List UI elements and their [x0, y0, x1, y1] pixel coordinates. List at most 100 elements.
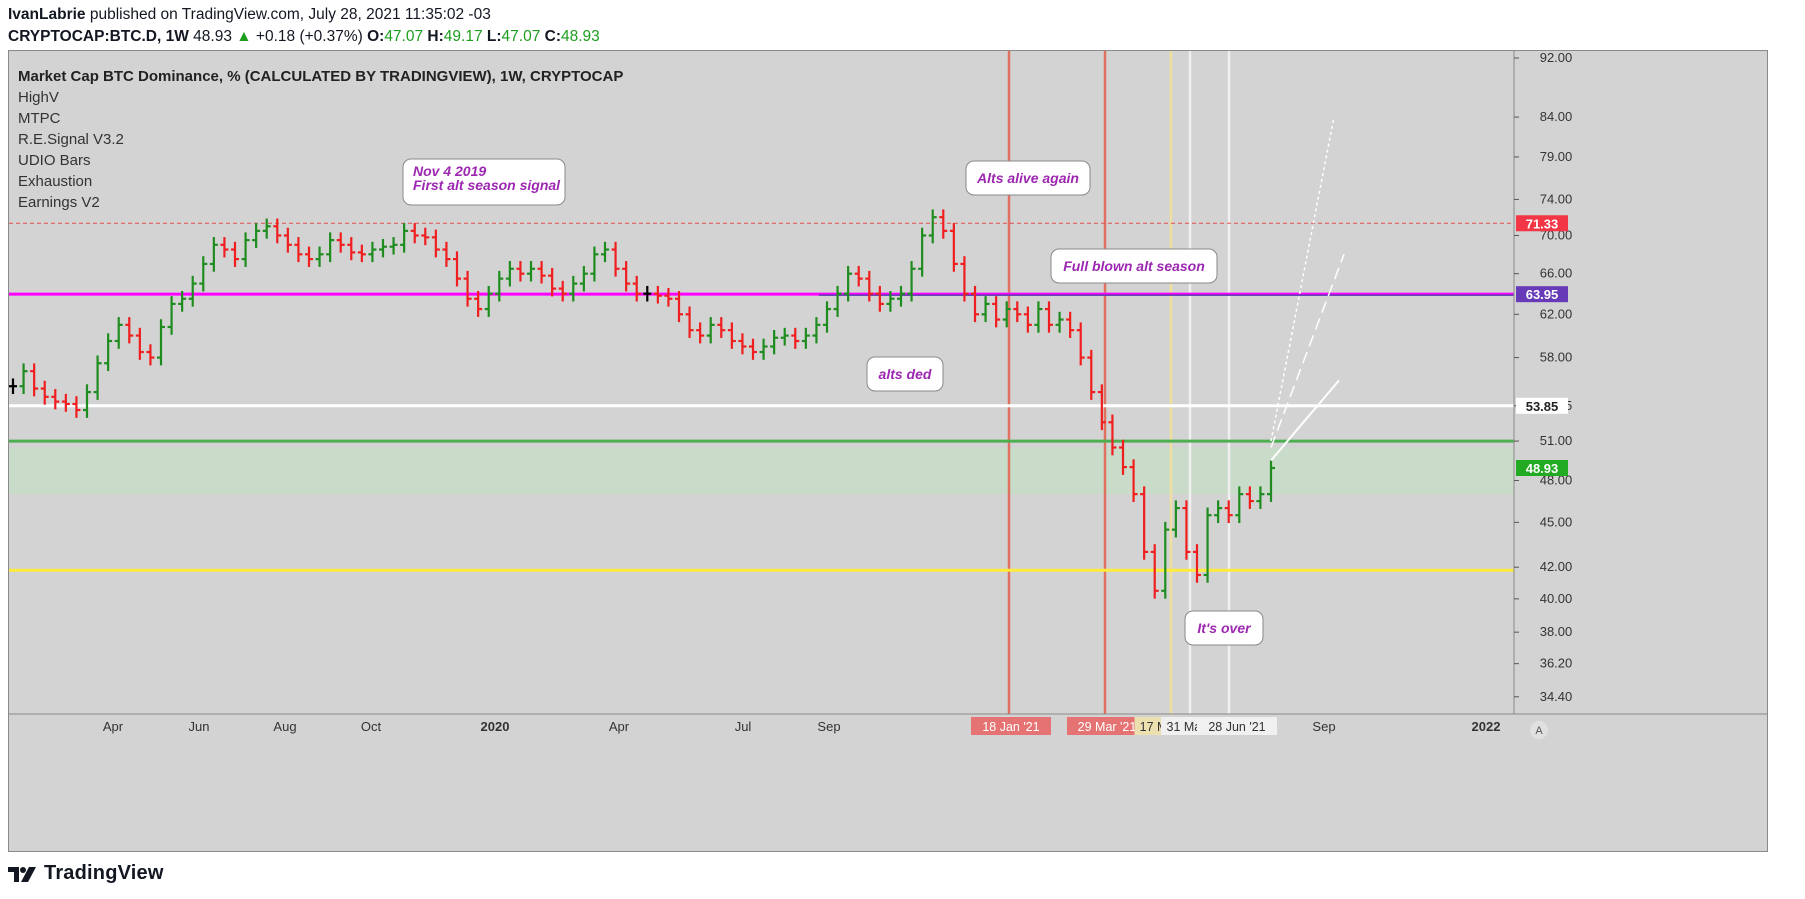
price-tag-bg [1516, 215, 1568, 232]
y-tick-label: 38.00 [1540, 624, 1573, 639]
ohlc-bar [453, 251, 461, 287]
ohlc-bar [9, 378, 17, 395]
auto-scale-button[interactable] [1530, 721, 1548, 739]
price-tag-bg [1516, 397, 1568, 414]
ohlc-bar [1087, 349, 1096, 400]
ohlc-bar [305, 246, 313, 267]
indicator-resignal[interactable]: R.E.Signal V3.2 [18, 131, 124, 148]
indicator-earnings[interactable]: Earnings V2 [18, 194, 100, 211]
ohlc-bar [484, 285, 493, 317]
ohlc-bar [1193, 544, 1201, 583]
ohlc-bar [273, 218, 282, 244]
annotation-callout: Alts alive again [965, 160, 1091, 196]
callout-box [866, 356, 944, 392]
ohlc-bar [262, 218, 271, 239]
ohlc-bar [537, 261, 546, 284]
price-tag: 48.93 [1516, 460, 1568, 477]
ohlc-bar [30, 363, 39, 397]
indicator-udio-bars[interactable]: UDIO Bars [18, 152, 91, 169]
ohlc-bar [51, 389, 60, 410]
ohlc-bar [410, 223, 419, 244]
x-tick-label: Jun [189, 719, 210, 734]
ohlc-bar [19, 363, 28, 395]
ohlc-bar [632, 275, 641, 302]
ohlc-bar [685, 306, 694, 339]
ohlc-bar [61, 393, 70, 412]
ohlc-bar [971, 285, 979, 323]
ohlc-bar [590, 246, 599, 282]
ohlc-bar [611, 241, 620, 277]
ohlc-bar [178, 291, 187, 312]
ohlc-bar [1076, 322, 1085, 366]
indicator-exhaustion[interactable]: Exhaustion [18, 173, 93, 190]
x-tick-label: Sep [817, 719, 840, 734]
author-name[interactable]: IvanLabrie [8, 6, 86, 23]
ohlc-bar [442, 241, 451, 267]
x-tick-label: Oct [361, 719, 382, 734]
y-tick-label: 74.00 [1540, 191, 1573, 206]
price-tag-bg [1516, 286, 1568, 303]
ohlc-bar [643, 285, 652, 302]
callout-box [1184, 610, 1264, 646]
ohlc-bar [875, 285, 884, 312]
ohlc-bar [717, 317, 726, 339]
ohlc-bar [294, 237, 303, 263]
ohlc-bar [1140, 486, 1149, 560]
x-tick-label: 2020 [481, 719, 510, 734]
ohlc-bar [83, 384, 91, 418]
ohlc-bar [252, 223, 261, 248]
ohlc-bar [1256, 486, 1265, 509]
callout-text: Nov 4 2019 [413, 163, 486, 179]
ohlc-bar [548, 267, 557, 297]
ohlc-bar [209, 237, 218, 272]
ohlc-bar [949, 223, 958, 272]
publish-line: IvanLabrie published on TradingView.com,… [8, 4, 600, 26]
ohlc-bar [981, 296, 990, 323]
ohlc-bar [738, 333, 747, 355]
x-tick-label: Apr [609, 719, 630, 734]
last-price: 48.93 [193, 28, 232, 45]
open-value: 47.07 [384, 28, 424, 45]
ohlc-bar [844, 265, 853, 302]
ohlc-bar [928, 209, 937, 244]
ohlc-bar [1066, 311, 1075, 339]
ohlc-bar [421, 227, 430, 246]
ohlc-bar [780, 327, 789, 346]
high-value: 49.17 [443, 28, 483, 45]
brand-name[interactable]: TradingView [44, 862, 164, 884]
ohlc-bar [114, 317, 123, 349]
ohlc-bar [801, 327, 810, 349]
x-tick-label: 2022 [1472, 719, 1501, 734]
ohlc-bar [1119, 439, 1127, 475]
time-axis-bg [9, 715, 1767, 851]
ohlc-bar [1203, 507, 1212, 583]
indicator-legend: Market Cap BTC Dominance, % (CALCULATED … [18, 66, 623, 213]
close-value: 48.93 [561, 28, 600, 45]
price-change: +0.18 (+0.37%) [255, 28, 363, 45]
ohlc-bar [1108, 414, 1117, 456]
ohlc-bar [474, 291, 483, 317]
ohlc-bar [918, 227, 927, 277]
symbol-name[interactable]: CRYPTOCAP:BTC.D, 1W [8, 28, 189, 45]
ohlc-bar [389, 237, 398, 255]
price-tag-label: 63.95 [1526, 287, 1559, 302]
projection-arrow [1270, 254, 1345, 448]
indicator-mtpc[interactable]: MTPC [18, 110, 61, 127]
indicator-highv[interactable]: HighV [18, 89, 59, 106]
ohlc-bar [1235, 486, 1244, 524]
y-tick-label: 45.00 [1540, 514, 1573, 529]
chart-area[interactable]: Nov 4 2019 First alt season signal Alts al… [8, 50, 1768, 852]
price-tag-label: 48.93 [1526, 461, 1559, 476]
ohlc-bar [653, 285, 662, 304]
annotation-callout: Full blown alt season [1050, 248, 1218, 284]
x-tick-label: 29 Mar '21 [1078, 720, 1137, 734]
ohlc-bar [1129, 459, 1138, 502]
publish-info: published on TradingView.com, July 28, 2… [89, 6, 491, 23]
price-tag-label: 71.33 [1526, 216, 1559, 231]
y-tick-label: 40.00 [1540, 591, 1573, 606]
ohlc-bar [622, 261, 631, 292]
ohlc-bar [579, 265, 588, 292]
callout-box [1050, 248, 1218, 284]
